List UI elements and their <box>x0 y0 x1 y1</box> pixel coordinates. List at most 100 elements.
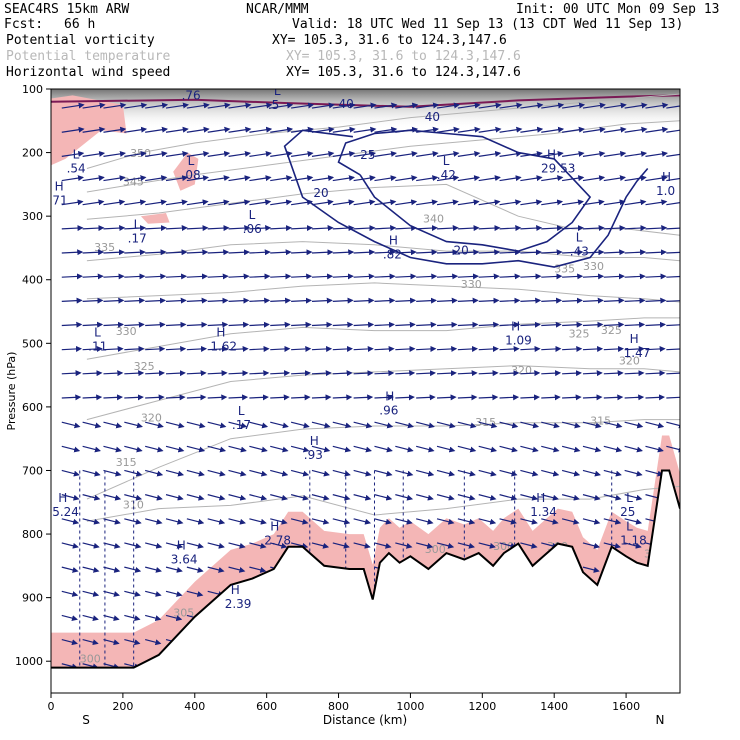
model-title: SEAC4RS 15km ARW <box>4 2 130 17</box>
wind-vector <box>332 321 354 328</box>
wind-vector <box>145 175 168 182</box>
wind-vector <box>520 225 543 232</box>
wind-vector <box>82 469 101 477</box>
wind-vector <box>645 394 665 401</box>
wind-vector <box>457 494 476 501</box>
wind-vector <box>624 518 643 525</box>
wind-vector <box>311 102 335 109</box>
wind-vector <box>416 542 434 549</box>
wind-vector <box>561 469 581 477</box>
wind-vector <box>186 518 205 525</box>
wind-vector <box>103 394 123 401</box>
pv-extremum-marker: L <box>238 404 245 418</box>
pv-extremum-value: .17 <box>128 232 147 246</box>
wind-vector <box>82 590 100 597</box>
wind-vector <box>666 251 680 254</box>
wind-vector <box>624 199 647 206</box>
wind-vector <box>374 542 392 549</box>
wind-vector <box>165 150 189 157</box>
wind-vector <box>562 345 583 352</box>
wind-vector <box>186 421 206 429</box>
wind-vector <box>353 175 376 182</box>
wind-vector <box>436 102 460 109</box>
theta-contour-label: 330 <box>461 278 482 291</box>
wind-vector <box>520 394 540 401</box>
wind-vector <box>374 126 398 133</box>
wind-vector <box>478 249 501 256</box>
theta-contour-315 <box>86 419 680 500</box>
wind-vector <box>165 175 189 182</box>
wind-vector <box>541 273 563 280</box>
wind-vector <box>61 273 83 280</box>
wind-vector <box>207 542 225 549</box>
wind-vector <box>499 150 523 157</box>
wind-vector <box>457 469 476 477</box>
wind-vector <box>186 249 209 256</box>
theta-contour-label: 315 <box>475 416 496 429</box>
wind-vector <box>124 566 142 573</box>
wind-vector <box>395 469 414 477</box>
wind-vector <box>541 469 560 477</box>
pv-extremum-value: 1.09 <box>505 333 532 347</box>
wind-vector <box>61 566 79 573</box>
field-pv-name: Potential vorticity <box>6 33 155 48</box>
wind-vector <box>395 321 416 328</box>
wind-vector <box>645 150 668 157</box>
wind-vector <box>395 225 418 232</box>
wind-vector <box>416 345 437 352</box>
wind-vector <box>499 102 523 109</box>
wind-vector <box>645 249 667 256</box>
wind-vector <box>374 370 395 377</box>
wind-vector <box>228 469 247 477</box>
wind-vector <box>249 542 267 549</box>
wind-vector <box>165 126 189 133</box>
wind-vector <box>562 297 583 304</box>
wind-vector <box>457 249 480 256</box>
wind-vector <box>186 199 209 206</box>
wind-vector <box>311 225 334 232</box>
wind-vector <box>124 126 148 133</box>
wind-vector <box>374 345 395 352</box>
wind-vector <box>145 394 165 401</box>
wind-vector <box>436 199 459 206</box>
wind-vector <box>541 199 564 206</box>
wind-vector <box>291 321 312 328</box>
wind-vector <box>311 518 330 525</box>
wind-vector <box>103 249 125 256</box>
wind-vector <box>82 518 101 525</box>
wind-vector <box>603 345 624 352</box>
wind-vector <box>353 199 376 206</box>
wind-vector <box>582 175 606 182</box>
wind-vector <box>61 421 81 429</box>
wind-vector <box>374 150 397 157</box>
wind-vector <box>165 590 183 597</box>
wind-vector <box>311 469 330 477</box>
wind-vector <box>61 494 80 501</box>
wind-vector <box>290 445 310 453</box>
wind-vector <box>562 273 584 280</box>
wind-vector <box>124 445 143 453</box>
pv-extremum-marker: H <box>385 389 394 403</box>
wind-vector <box>228 566 246 573</box>
wind-vector <box>541 150 564 157</box>
wind-vector <box>165 102 189 109</box>
wind-vector <box>332 150 356 157</box>
pv-extremum-value: .11 <box>88 340 107 354</box>
wind-vector <box>311 494 330 501</box>
wind-vector <box>291 175 314 182</box>
theta-contour-label: 340 <box>423 213 444 226</box>
wind-vector <box>624 394 645 401</box>
wind-vector <box>603 421 623 429</box>
wind-vector <box>249 225 272 232</box>
wind-vector <box>436 421 456 429</box>
pv-extremum-marker: H <box>55 179 64 193</box>
stratosphere-shading <box>51 89 680 129</box>
wind-vector <box>311 370 332 377</box>
wind-vector <box>436 394 457 401</box>
wind-vector <box>61 199 84 206</box>
wind-vector <box>520 542 538 549</box>
wind-vector <box>270 321 291 328</box>
wind-vector <box>395 370 416 377</box>
wind-vector <box>603 175 626 182</box>
wind-vector <box>478 518 497 525</box>
